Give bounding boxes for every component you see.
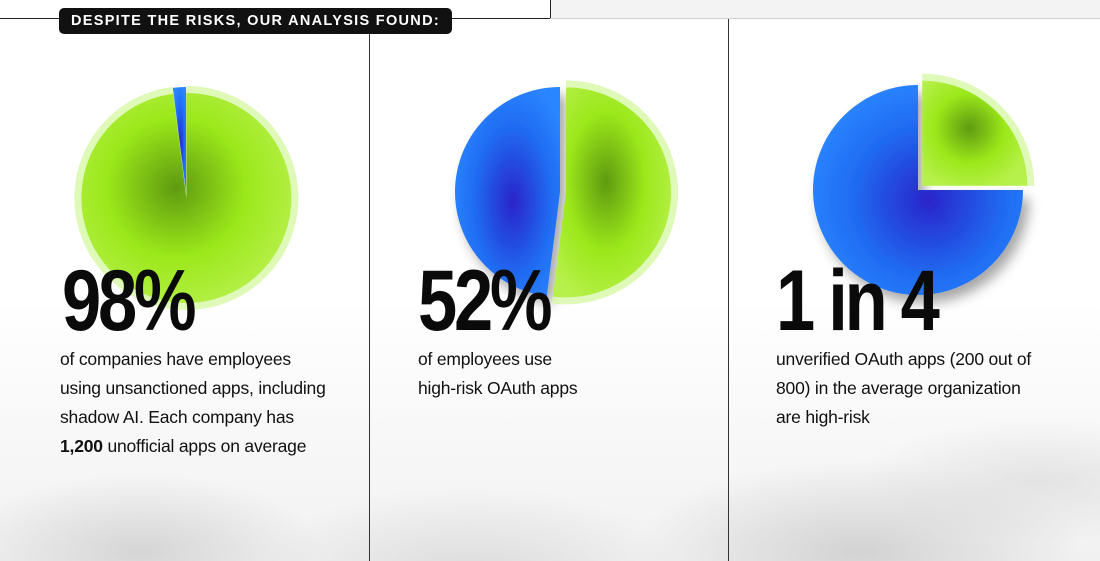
- pie-slice-green-3: [922, 73, 1035, 186]
- description-tail: unofficial apps on average: [102, 436, 307, 456]
- stat-value-3: 1 in 4: [776, 253, 940, 349]
- description-line: high-risk OAuth apps: [418, 378, 578, 398]
- pie-chart-3: [813, 73, 1035, 295]
- stat-description-3: unverified OAuth apps (200 out of 800) i…: [776, 345, 1031, 432]
- apps-count: 1,200: [60, 436, 103, 456]
- stat-description-2: of employees use high-risk OAuth apps: [418, 345, 578, 403]
- description-line-last: 1,200 unofficial apps on average: [60, 432, 326, 461]
- description-line: of employees use: [418, 349, 552, 369]
- stat-description-1: of companies have employees using unsanc…: [60, 345, 326, 461]
- pie-chart-1: [74, 85, 299, 310]
- stat-value-2: 52%: [418, 253, 553, 349]
- description-line: 800) in the average organization: [776, 378, 1021, 398]
- pie-slice-green-2: [551, 80, 678, 305]
- column-divider-2: [728, 19, 729, 561]
- pie-slice-blue-3: [813, 85, 1023, 295]
- stat-value-1: 98%: [62, 253, 197, 349]
- top-divider-right: [550, 18, 1100, 19]
- column-divider-1: [369, 19, 370, 561]
- section-badge: DESPITE THE RISKS, OUR ANALYSIS FOUND:: [59, 8, 452, 34]
- pie-chart-2: [454, 80, 678, 305]
- description-line: are high-risk: [776, 407, 870, 427]
- description-line: shadow AI. Each company has: [60, 407, 294, 427]
- pie-slice-blue-2: [454, 87, 560, 297]
- description-line: unverified OAuth apps (200 out of: [776, 349, 1032, 369]
- pie-slice-blue-1: [172, 87, 186, 192]
- description-line: using unsanctioned apps, including: [60, 378, 326, 398]
- pie-slice-green-1: [74, 85, 299, 310]
- description-line: of companies have employees: [60, 349, 291, 369]
- top-right-box: [550, 0, 1100, 19]
